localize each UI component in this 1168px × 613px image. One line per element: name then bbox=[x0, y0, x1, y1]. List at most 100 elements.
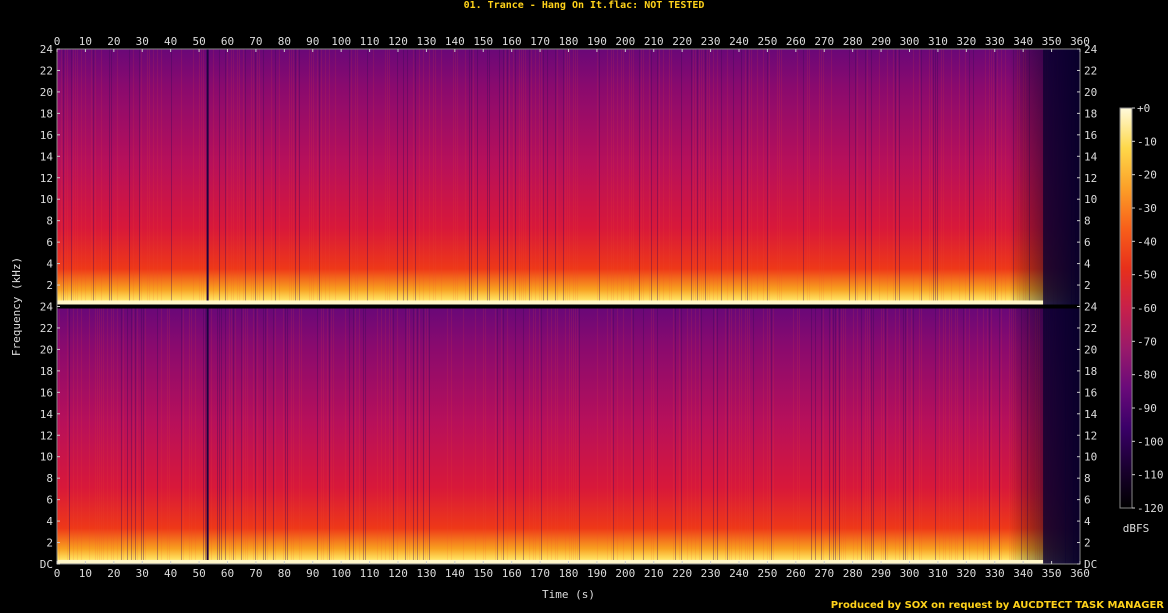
spectral-streak bbox=[651, 308, 652, 564]
spectral-streak bbox=[729, 308, 730, 564]
spectral-streak bbox=[283, 308, 284, 564]
spectral-streak bbox=[977, 308, 978, 564]
spectral-streak bbox=[229, 308, 230, 564]
spectral-streak bbox=[429, 308, 430, 564]
spectral-streak bbox=[997, 49, 998, 305]
spectral-streak bbox=[447, 308, 448, 564]
spectral-streak bbox=[613, 49, 614, 305]
spectral-streak bbox=[725, 308, 726, 564]
spectral-streak bbox=[101, 49, 102, 305]
spectral-streak bbox=[769, 308, 770, 564]
spectral-streak bbox=[531, 49, 532, 305]
spectral-streak bbox=[763, 49, 764, 305]
y-tick-label-left: 2 bbox=[46, 537, 53, 550]
spectral-streak bbox=[687, 308, 688, 564]
spectral-streak bbox=[871, 49, 872, 305]
spectral-streak bbox=[377, 308, 378, 564]
spectral-streak bbox=[487, 49, 488, 305]
spectral-streak bbox=[123, 308, 124, 564]
spectral-streak bbox=[409, 308, 410, 564]
colorbar-tick-label: -100 bbox=[1137, 435, 1164, 448]
spectral-streak bbox=[617, 308, 618, 564]
y-tick-label-left: 14 bbox=[40, 150, 54, 163]
spectral-streak bbox=[835, 308, 836, 564]
spectral-streak bbox=[557, 308, 558, 564]
spectral-streak bbox=[279, 49, 280, 305]
spectral-streak bbox=[569, 49, 570, 305]
spectral-streak bbox=[157, 308, 158, 564]
x-tick-label-bottom: 250 bbox=[757, 567, 777, 580]
y-tick-label-left: 12 bbox=[40, 172, 53, 185]
spectral-streak bbox=[507, 49, 508, 305]
dc-band bbox=[57, 560, 1044, 564]
spectral-streak bbox=[413, 49, 414, 305]
x-tick-label-top: 150 bbox=[473, 35, 493, 48]
spectral-streak bbox=[663, 49, 664, 305]
spectral-streak bbox=[857, 308, 858, 564]
spectral-streak bbox=[509, 49, 510, 305]
spectral-streak bbox=[715, 308, 716, 564]
spectral-streak bbox=[141, 49, 142, 305]
spectral-streak bbox=[713, 49, 714, 305]
colorbar-tick-label: -30 bbox=[1137, 202, 1157, 215]
spectral-streak bbox=[907, 308, 908, 564]
spectral-streak bbox=[525, 49, 526, 305]
x-tick-label-bottom: 290 bbox=[871, 567, 891, 580]
spectral-streak bbox=[291, 308, 292, 564]
spectral-streak bbox=[543, 49, 544, 305]
spectral-streak bbox=[965, 308, 966, 564]
y-tick-label-right: 2 bbox=[1084, 537, 1091, 550]
x-tick-label-bottom: 70 bbox=[249, 567, 262, 580]
spectral-streak bbox=[275, 308, 276, 564]
spectral-streak bbox=[751, 49, 752, 305]
y-tick-label-right: 20 bbox=[1084, 343, 1097, 356]
spectral-streak bbox=[949, 308, 950, 564]
spectral-streak bbox=[135, 308, 136, 564]
x-tick-label-bottom: 320 bbox=[956, 567, 976, 580]
spectral-streak bbox=[617, 49, 618, 305]
spectral-streak bbox=[643, 49, 644, 305]
spectral-streak bbox=[815, 308, 816, 564]
spectral-streak bbox=[991, 49, 992, 305]
spectral-streak bbox=[699, 308, 700, 564]
x-tick-label-top: 330 bbox=[985, 35, 1005, 48]
x-tick-label-bottom: 210 bbox=[644, 567, 664, 580]
spectral-streak bbox=[503, 49, 504, 305]
spectral-streak bbox=[771, 308, 772, 564]
y-tick-label-right: 12 bbox=[1084, 429, 1097, 442]
spectral-streak bbox=[255, 308, 256, 564]
spectral-streak bbox=[701, 49, 702, 305]
y-tick-label-left: 18 bbox=[40, 365, 53, 378]
spectral-streak bbox=[271, 49, 272, 305]
spectral-streak bbox=[951, 49, 952, 305]
spectral-streak bbox=[367, 49, 368, 305]
x-tick-label-top: 220 bbox=[672, 35, 692, 48]
spectral-streak bbox=[389, 49, 390, 305]
spectral-streak bbox=[1001, 308, 1002, 564]
x-tick-label-bottom: 160 bbox=[502, 567, 522, 580]
spectral-streak bbox=[673, 308, 674, 564]
spectral-streak bbox=[133, 308, 134, 564]
spectral-streak bbox=[405, 308, 406, 564]
spectral-streak bbox=[573, 49, 574, 305]
spectral-streak bbox=[141, 308, 142, 564]
x-tick-label-top: 120 bbox=[388, 35, 408, 48]
x-tick-label-top: 200 bbox=[615, 35, 635, 48]
spectral-streak bbox=[957, 308, 958, 564]
y-tick-label-left: 8 bbox=[46, 472, 53, 485]
spectral-streak bbox=[555, 308, 556, 564]
spectral-streak bbox=[419, 308, 420, 564]
spectral-streak bbox=[705, 49, 706, 305]
y-tick-label-left: 20 bbox=[40, 86, 53, 99]
spectral-streak bbox=[317, 308, 318, 564]
spectral-streak bbox=[657, 49, 658, 305]
spectral-streak bbox=[905, 308, 906, 564]
spectral-streak bbox=[299, 308, 300, 564]
spectral-streak bbox=[749, 49, 750, 305]
spectral-streak bbox=[571, 308, 572, 564]
y-tick-label-left: 22 bbox=[40, 322, 53, 335]
spectral-streak bbox=[955, 308, 956, 564]
x-tick-label-bottom: 340 bbox=[1013, 567, 1033, 580]
x-tick-label-top: 30 bbox=[136, 35, 149, 48]
spectral-streak bbox=[243, 308, 244, 564]
